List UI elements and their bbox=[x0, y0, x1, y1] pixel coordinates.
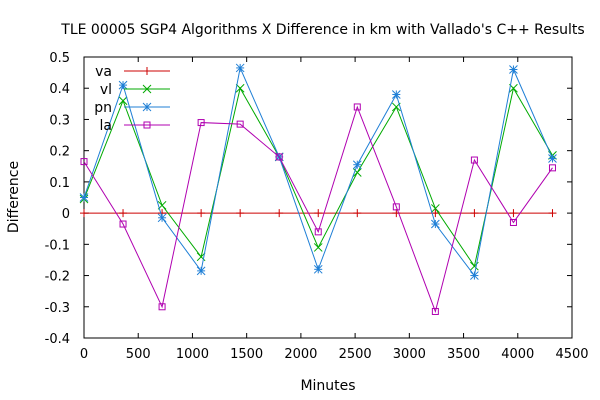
legend-marker-vl bbox=[142, 84, 152, 94]
legend: va vl pn la bbox=[94, 64, 170, 134]
data-point-va bbox=[197, 209, 206, 218]
data-point-vl bbox=[313, 243, 323, 252]
data-point-vl bbox=[352, 168, 362, 177]
legend-marker-pn bbox=[142, 102, 152, 112]
x-tick-label: 2000 bbox=[284, 347, 317, 362]
data-point-pn bbox=[470, 271, 479, 280]
data-point-pn bbox=[548, 154, 557, 163]
data-point-la bbox=[80, 158, 88, 166]
data-point-la bbox=[119, 220, 127, 228]
data-point-pn bbox=[79, 193, 89, 202]
data-point-la bbox=[431, 307, 439, 315]
data-point-va bbox=[314, 209, 323, 218]
x-tick-label: 1500 bbox=[230, 347, 263, 362]
data-point-la bbox=[509, 218, 517, 226]
data-point-pn bbox=[509, 65, 518, 74]
x-tick-label: 2500 bbox=[339, 347, 372, 362]
x-tick-label: 3500 bbox=[447, 347, 480, 362]
data-point-pn bbox=[431, 219, 440, 229]
data-point-va bbox=[548, 209, 557, 218]
data-point-pn bbox=[157, 213, 167, 223]
x-tick-label: 4000 bbox=[501, 347, 534, 362]
data-point-la bbox=[548, 164, 556, 172]
legend-label-va: va bbox=[95, 64, 112, 80]
y-tick-label: 0.2 bbox=[49, 145, 70, 160]
legend-label-la: la bbox=[100, 118, 112, 134]
y-axis-label: Difference bbox=[6, 161, 22, 233]
data-point-pn bbox=[235, 63, 245, 73]
data-point-pn bbox=[313, 264, 323, 274]
chart-title: TLE 00005 SGP4 Algorithms X Difference i… bbox=[60, 22, 584, 38]
x-tick-label: 500 bbox=[126, 347, 151, 362]
legend-label-pn: pn bbox=[94, 100, 112, 116]
data-point-pn bbox=[118, 80, 128, 90]
data-point-la bbox=[197, 119, 205, 127]
data-point-la bbox=[236, 120, 244, 128]
data-point-la bbox=[392, 203, 400, 211]
x-axis-label: Minutes bbox=[300, 378, 355, 394]
data-point-pn bbox=[196, 266, 206, 276]
y-axis: -0.4 -0.3 -0.2 -0.1 0 0.1 0.2 0.3 0.4 0.5 bbox=[45, 51, 572, 347]
y-tick-label: -0.4 bbox=[45, 332, 70, 347]
y-tick-label: -0.1 bbox=[45, 238, 70, 253]
data-point-la bbox=[275, 153, 283, 161]
legend-marker-la bbox=[143, 121, 151, 129]
data-point-va bbox=[470, 209, 479, 218]
series-group bbox=[79, 63, 557, 315]
y-tick-label: 0.4 bbox=[49, 82, 70, 97]
data-point-la bbox=[353, 103, 361, 111]
x-axis: 0 500 1000 1500 2000 2500 3000 3500 4000 4500 bbox=[80, 57, 589, 362]
data-point-va bbox=[236, 209, 245, 218]
y-tick-label: 0 bbox=[62, 207, 70, 222]
x-tick-label: 1000 bbox=[176, 347, 209, 362]
data-point-va bbox=[119, 209, 128, 218]
x-tick-label: 4500 bbox=[555, 347, 588, 362]
data-point-la bbox=[314, 228, 322, 236]
x-tick-label: 0 bbox=[80, 347, 88, 362]
legend-label-vl: vl bbox=[100, 82, 112, 98]
y-tick-label: -0.3 bbox=[45, 301, 70, 316]
data-point-pn bbox=[352, 160, 362, 170]
data-point-va bbox=[80, 209, 88, 218]
data-point-va bbox=[353, 209, 362, 218]
data-point-vl bbox=[118, 96, 128, 106]
data-point-pn bbox=[391, 90, 401, 99]
data-point-va bbox=[509, 209, 518, 218]
y-tick-label: 0.5 bbox=[49, 51, 70, 66]
series-line-vl bbox=[83, 86, 553, 268]
y-tick-label: 0.1 bbox=[49, 176, 70, 191]
legend-marker-va bbox=[143, 67, 151, 75]
data-point-la bbox=[158, 303, 166, 311]
y-tick-label: -0.2 bbox=[45, 270, 70, 285]
y-tick-label: 0.3 bbox=[49, 113, 70, 128]
series-line-la bbox=[83, 105, 553, 314]
data-point-vl bbox=[235, 83, 245, 93]
data-point-la bbox=[470, 156, 478, 164]
data-point-va bbox=[275, 209, 284, 218]
x-tick-label: 3000 bbox=[393, 347, 426, 362]
data-point-vl bbox=[431, 204, 440, 213]
